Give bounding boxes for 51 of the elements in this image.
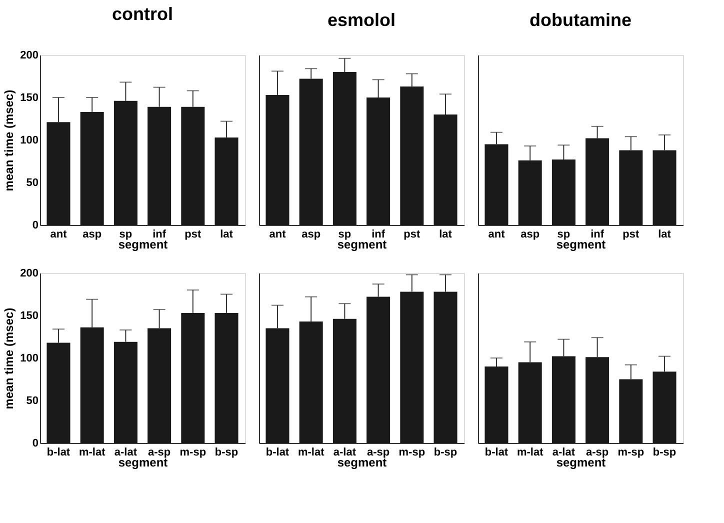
x-tick-label: pst	[184, 228, 202, 240]
x-tick-label: b-sp	[652, 446, 676, 458]
x-tick-label: sp	[338, 228, 352, 240]
x-tick-label: b-sp	[214, 446, 238, 458]
y-tick-label: 0	[32, 438, 38, 450]
x-tick-label: asp	[302, 228, 321, 240]
x-tick-label: sp	[119, 228, 132, 240]
y-axis-title: mean time (msec)	[2, 308, 16, 410]
x-tick-label: a-lat	[333, 446, 356, 458]
y-tick-label: 200	[20, 50, 38, 62]
chart-title: dobutamine	[530, 10, 632, 30]
x-tick-label: m-lat	[298, 446, 325, 458]
x-tick-label: m-sp	[180, 446, 206, 458]
x-tick-label: sp	[557, 228, 570, 240]
x-tick-label: ant	[488, 228, 506, 240]
x-tick-label: asp	[82, 228, 102, 240]
x-tick-label: lat	[220, 228, 234, 240]
x-tick-label: a-sp	[148, 446, 171, 458]
chart-title: control	[112, 4, 173, 24]
y-tick-label: 150	[20, 92, 38, 104]
y-tick-label: 50	[26, 395, 38, 407]
x-tick-label: b-lat	[266, 446, 290, 458]
y-tick-label: 50	[26, 177, 38, 189]
y-tick-label: 150	[20, 310, 38, 322]
x-tick-label: lat	[658, 228, 672, 240]
x-tick-label: a-sp	[366, 446, 390, 458]
x-tick-label: a-sp	[586, 446, 609, 458]
x-tick-label: pst	[622, 228, 640, 240]
x-tick-label: m-sp	[618, 446, 644, 458]
chart-title: esmolol	[327, 10, 396, 30]
x-tick-label: inf	[152, 228, 166, 240]
x-tick-label: inf	[590, 228, 604, 240]
x-tick-label: lat	[439, 228, 452, 240]
x-tick-label: m-sp	[398, 446, 426, 458]
x-tick-label: inf	[372, 228, 386, 240]
x-tick-label: b-sp	[434, 446, 458, 458]
x-tick-label: m-lat	[516, 446, 544, 458]
x-tick-label: a-lat	[552, 446, 576, 458]
x-tick-label: a-lat	[114, 446, 138, 458]
x-tick-label: ant	[50, 228, 68, 240]
y-tick-label: 200	[20, 268, 38, 280]
x-tick-label: b-lat	[484, 446, 508, 458]
x-tick-label: m-lat	[78, 446, 106, 458]
y-tick-label: 100	[20, 134, 38, 146]
y-tick-label: 0	[32, 220, 38, 232]
x-tick-label: ant	[269, 228, 286, 240]
y-tick-label: 100	[20, 352, 38, 364]
x-tick-label: pst	[404, 228, 420, 240]
x-tick-label: asp	[520, 228, 540, 240]
y-axis-title: mean time (msec)	[2, 90, 16, 192]
x-tick-label: b-lat	[46, 446, 70, 458]
